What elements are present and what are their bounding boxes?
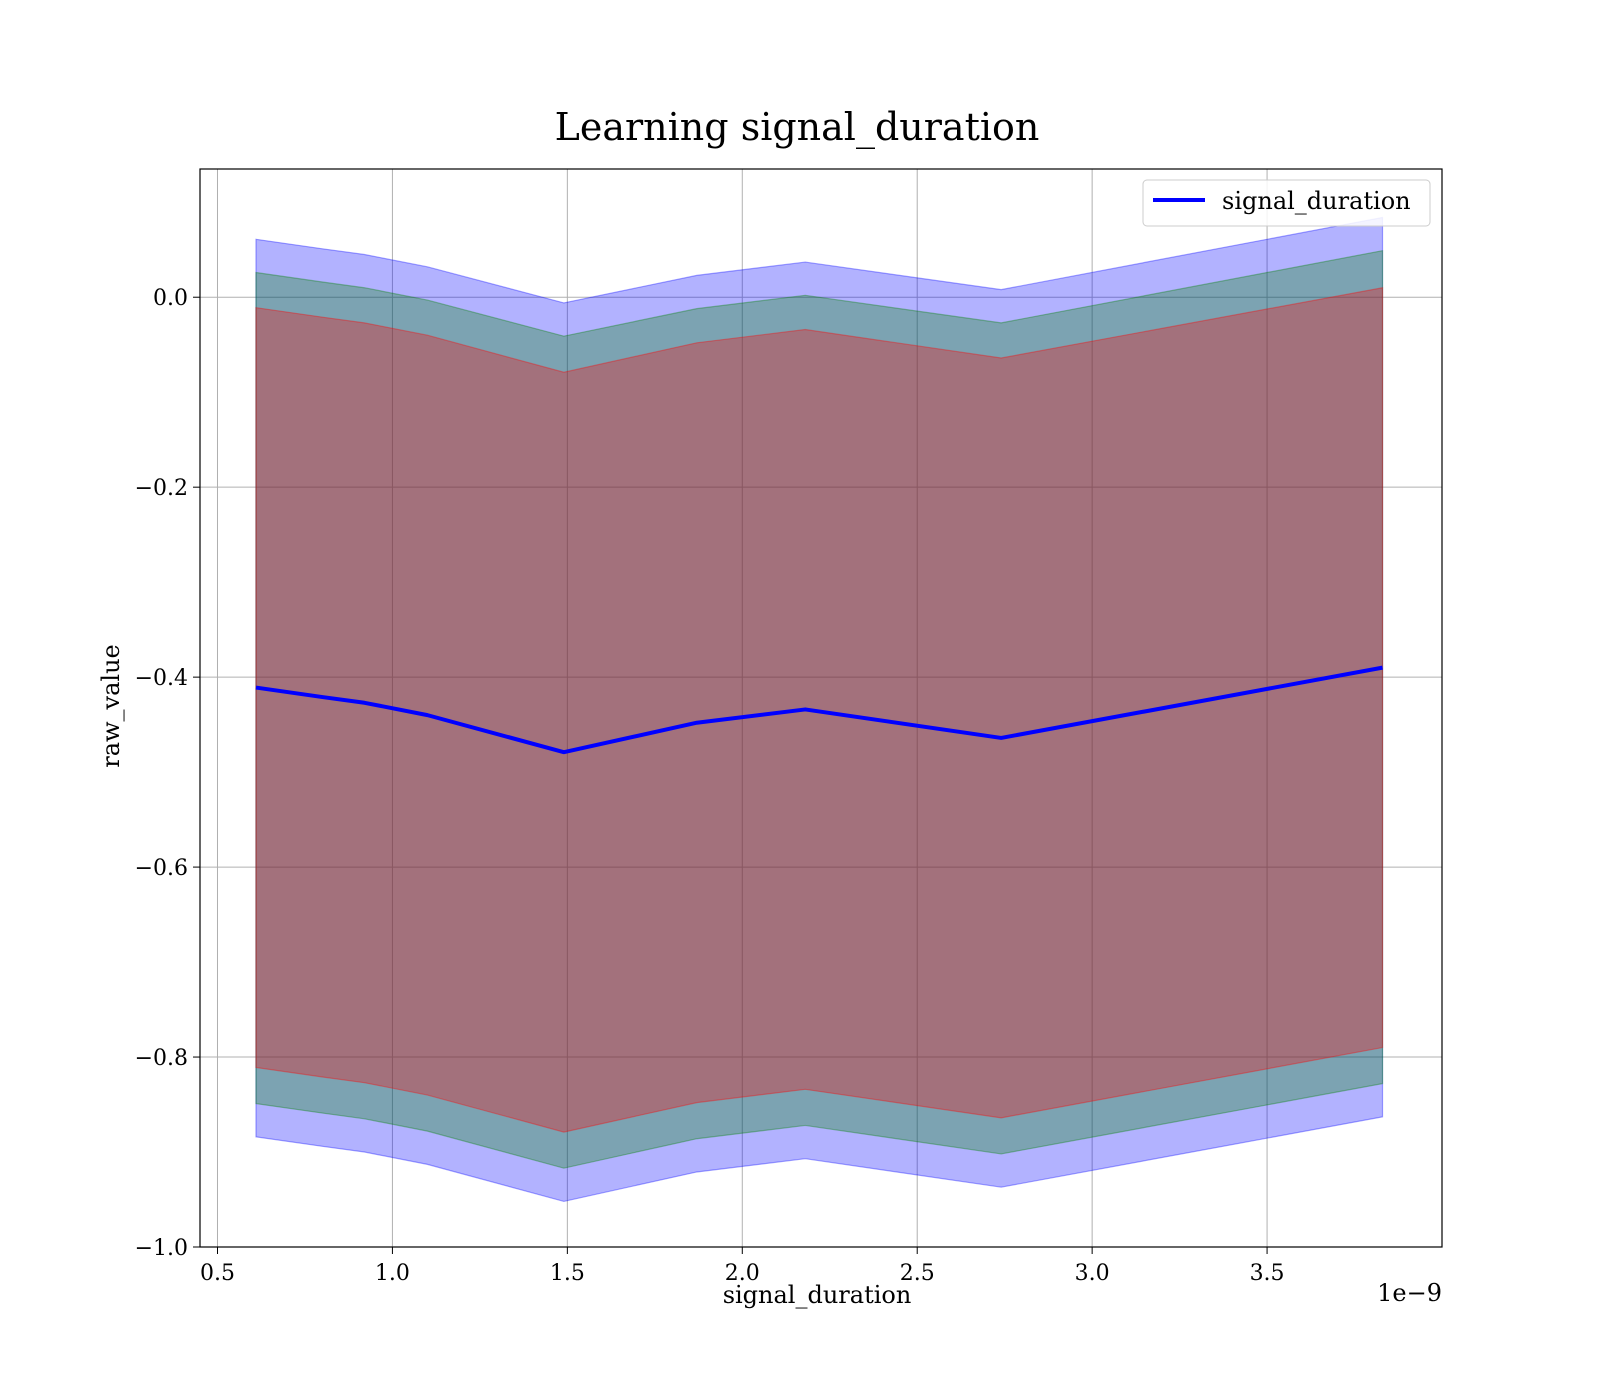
x-axis-label: signal_duration <box>723 1281 912 1309</box>
plot-frame <box>199 168 1443 1248</box>
x-axis-offset-text: 1e−9 <box>1377 1279 1442 1307</box>
legend-entry-label: signal_duration <box>1222 187 1411 215</box>
y-tick-label: −0.2 <box>135 476 188 501</box>
x-tick-label: 0.5 <box>200 1261 235 1286</box>
y-axis-label: raw_value <box>97 644 125 768</box>
x-tick-label: 2.0 <box>725 1261 760 1286</box>
chart-title: Learning signal_duration <box>555 105 1040 150</box>
x-tick-label: 1.0 <box>375 1261 410 1286</box>
x-axis-ticks: 0.5 1.0 1.5 2.0 2.5 3.0 3.5 <box>200 1247 1285 1286</box>
confidence-band <box>255 216 1384 1203</box>
y-axis-ticks: 0.0 −0.2 −0.4 −0.6 −0.8 −1.0 <box>135 286 200 1261</box>
x-tick-label: 1.5 <box>550 1261 585 1286</box>
series-lines <box>255 665 1383 755</box>
legend: signal_duration <box>1142 179 1431 227</box>
y-tick-label: −0.6 <box>135 856 188 881</box>
y-tick-label: −0.4 <box>135 666 188 691</box>
legend-box <box>1142 179 1431 227</box>
x-tick-label: 3.0 <box>1075 1261 1110 1286</box>
y-tick-label: 0.0 <box>153 286 188 311</box>
confidence-band <box>255 249 1384 1169</box>
x-tick-label: 2.5 <box>900 1261 935 1286</box>
series-line <box>255 665 1383 755</box>
y-tick-label: −1.0 <box>135 1236 188 1261</box>
confidence-bands <box>255 216 1384 1203</box>
x-tick-label: 3.5 <box>1250 1261 1285 1286</box>
y-tick-label: −0.8 <box>135 1046 188 1071</box>
